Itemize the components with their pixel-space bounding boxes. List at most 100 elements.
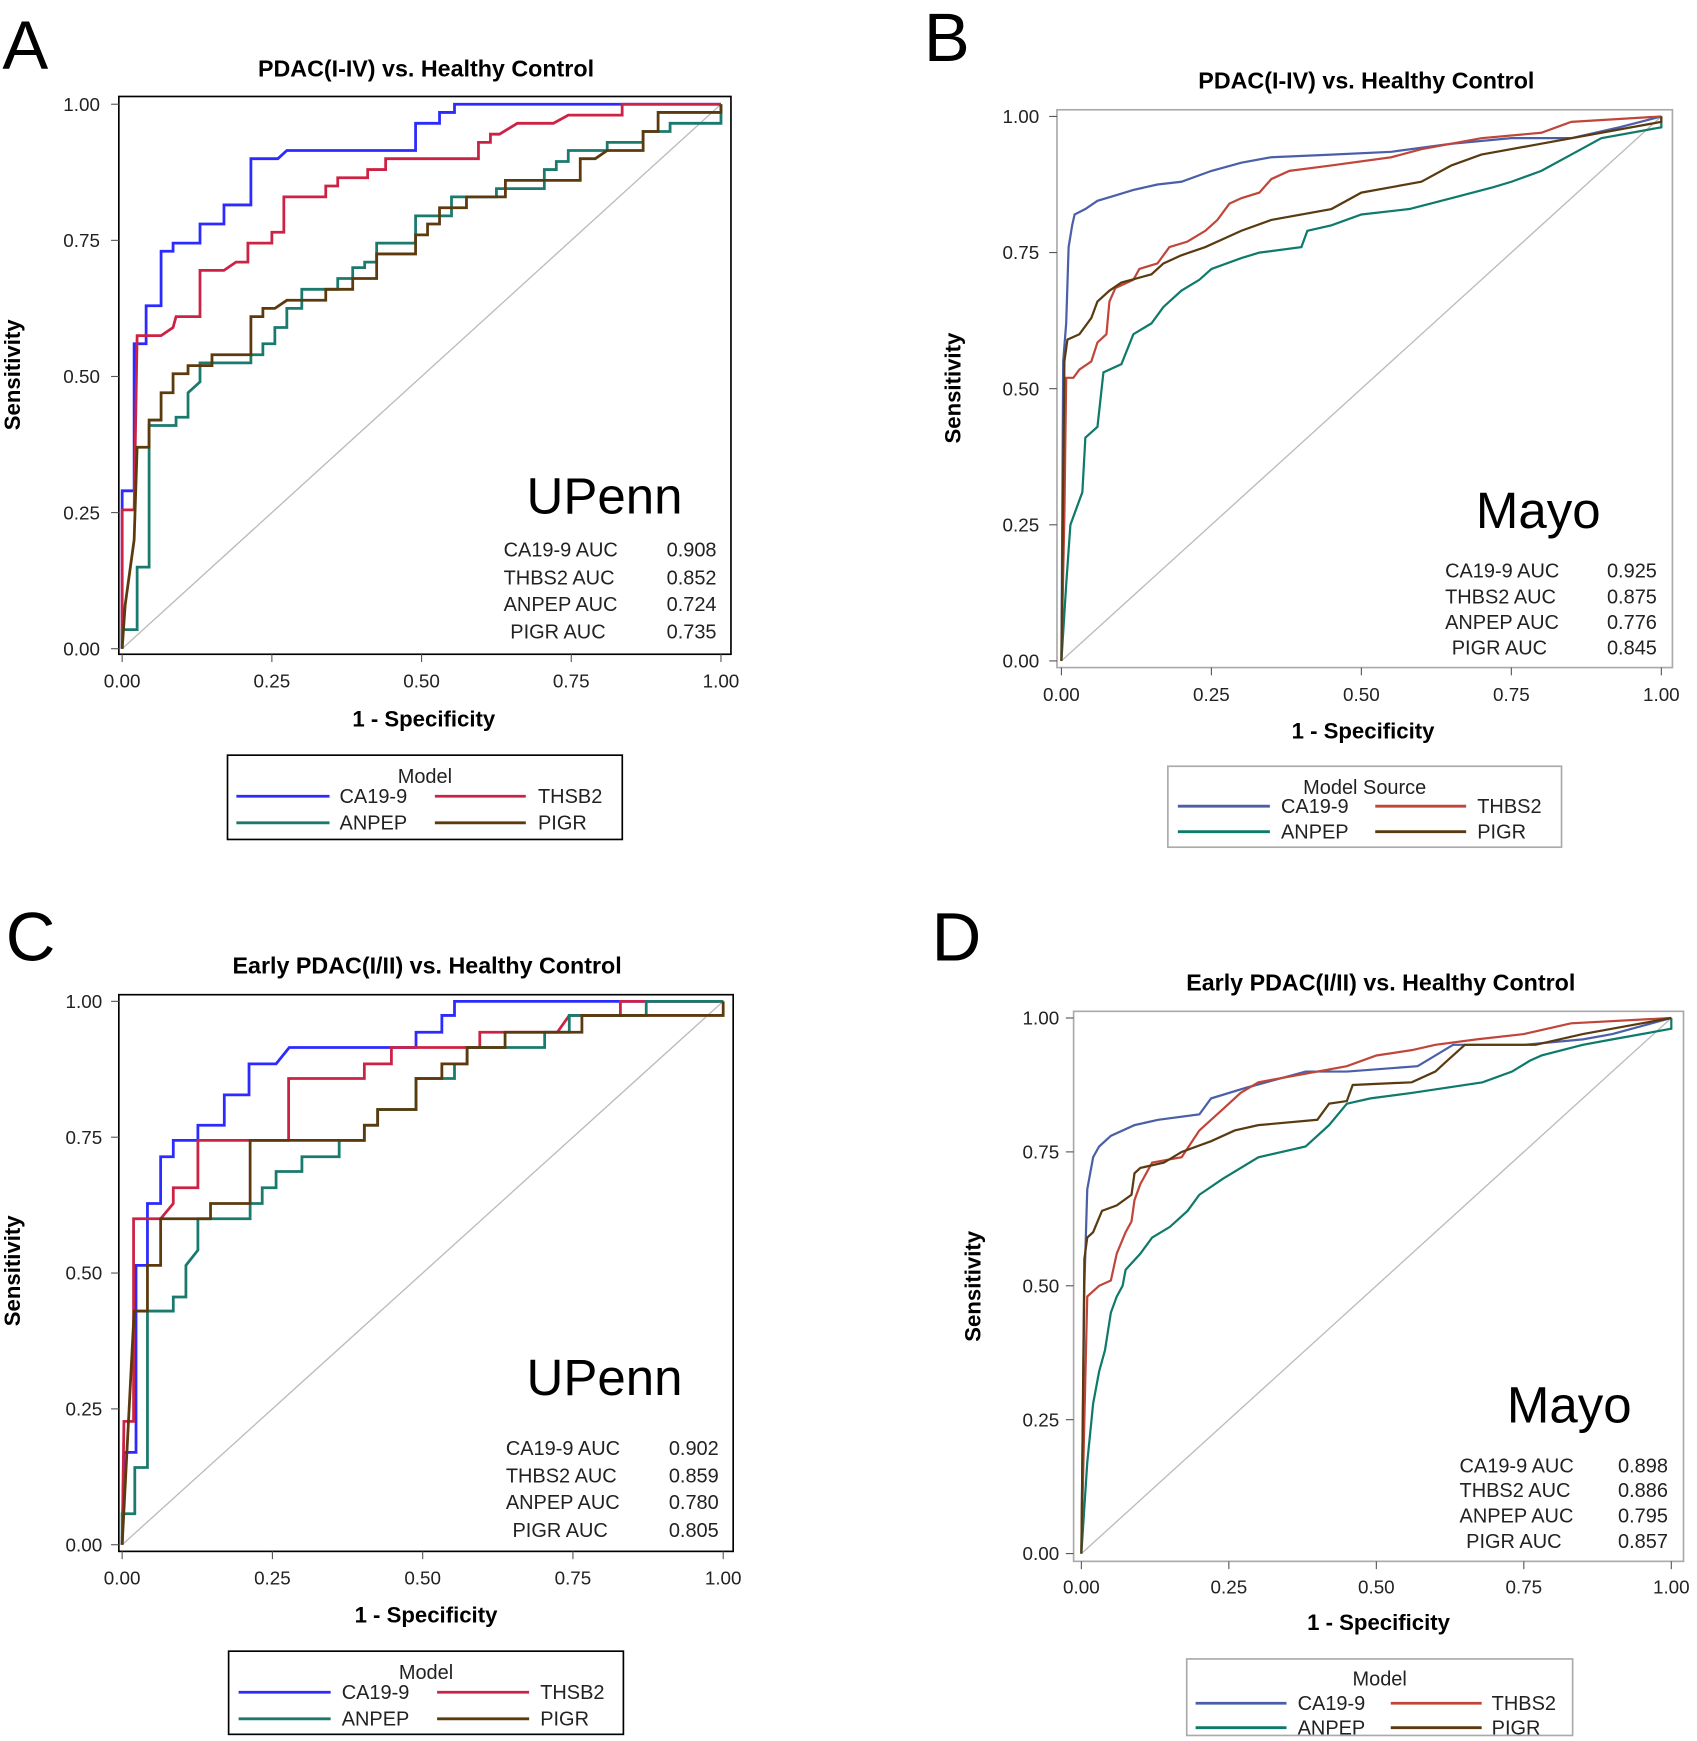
x-axis-label: 1 - Specificity: [1307, 1610, 1451, 1635]
auc-label: THBS2 AUC: [1460, 1480, 1571, 1502]
roc-curve-thbs2: [1060, 115, 1662, 661]
chart-title: Early PDAC(I/II) vs. Healthy Control: [233, 953, 622, 979]
x-tick-label: 1.00: [703, 671, 740, 692]
y-tick-label: 0.00: [1003, 651, 1040, 672]
chart-title: Early PDAC(I/II) vs. Healthy Control: [1186, 969, 1575, 995]
y-tick-label: 0.00: [63, 638, 100, 659]
cohort-label: UPenn: [527, 1349, 683, 1406]
plot-frame: [1056, 108, 1674, 669]
auc-value: 0.780: [669, 1492, 719, 1514]
y-axis-label: Sensitivity: [960, 1230, 985, 1342]
legend-entry: CA19-9: [340, 786, 408, 808]
auc-value: 0.902: [669, 1438, 719, 1460]
auc-label: PIGR AUC: [510, 622, 605, 644]
x-tick-label: 1.00: [1653, 1577, 1690, 1598]
cohort-label: UPenn: [527, 467, 683, 524]
auc-value: 0.925: [1607, 561, 1657, 583]
roc-curve-ca19-9: [1060, 115, 1662, 661]
y-axis-label: Sensitivity: [941, 332, 966, 444]
legend-title: Model: [399, 1662, 453, 1684]
auc-label: CA19-9 AUC: [504, 540, 618, 562]
panel-letter: C: [6, 898, 56, 975]
roc-curve-pigr: [120, 1001, 725, 1545]
auc-value: 0.776: [1607, 612, 1657, 634]
auc-label: ANPEP AUC: [506, 1492, 620, 1514]
panel-c: C Early PDAC(I/II) vs. Healthy Control 0.0…: [0, 898, 742, 1736]
roc-curve-ca19-9: [120, 102, 721, 649]
cohort-label: Mayo: [1507, 1377, 1632, 1434]
auc-label: ANPEP AUC: [1460, 1506, 1574, 1528]
legend-entry: CA19-9: [1281, 796, 1349, 818]
panel-letter: D: [932, 898, 982, 975]
auc-label: ANPEP AUC: [504, 594, 618, 616]
legend-title: Model: [398, 766, 452, 788]
auc-value: 0.845: [1607, 637, 1657, 659]
x-axis-label: 1 - Specificity: [1292, 719, 1436, 744]
y-tick-label: 0.50: [1023, 1275, 1060, 1296]
x-tick-label: 0.25: [254, 671, 291, 692]
auc-value: 0.875: [1607, 586, 1657, 608]
x-tick-label: 0.00: [1063, 1577, 1100, 1598]
auc-label: PIGR AUC: [1466, 1531, 1561, 1553]
y-tick-label: 0.50: [1003, 378, 1040, 399]
y-tick-label: 1.00: [63, 94, 100, 115]
panel-a: A PDAC(I-IV) vs. Healthy Control 0.00 0.25 0…: [0, 7, 740, 841]
legend-entry: THBS2: [1477, 796, 1541, 818]
legend-entry: THBS2: [1492, 1693, 1556, 1715]
auc-label: ANPEP AUC: [1445, 612, 1559, 634]
x-tick-label: 0.25: [254, 1568, 291, 1589]
x-tick-label: 0.75: [555, 1568, 592, 1589]
y-tick-label: 0.75: [1023, 1142, 1060, 1163]
legend-entry: ANPEP: [340, 812, 408, 834]
y-axis-label: Sensitivity: [0, 319, 25, 431]
x-tick-label: 0.50: [404, 1568, 441, 1589]
x-tick-label: 0.25: [1211, 1577, 1248, 1598]
auc-label: THBS2 AUC: [504, 567, 615, 589]
legend-entry: ANPEP: [342, 1708, 410, 1730]
y-tick-label: 0.25: [66, 1399, 103, 1420]
auc-value: 0.857: [1618, 1531, 1668, 1553]
x-tick-label: 1.00: [705, 1568, 742, 1589]
legend-entry: THSB2: [538, 786, 602, 808]
cohort-label: Mayo: [1476, 482, 1601, 539]
panel-d: D Early PDAC(I/II) vs. Healthy Control 0.0…: [932, 898, 1690, 1739]
legend-entry: CA19-9: [1298, 1693, 1366, 1715]
legend-entry: PIGR: [540, 1708, 589, 1730]
y-tick-label: 1.00: [1003, 106, 1040, 127]
reference-diagonal: [121, 1000, 724, 1546]
y-tick-label: 0.25: [1003, 514, 1040, 535]
x-tick-label: 1.00: [1643, 684, 1680, 705]
x-tick-label: 0.00: [104, 1568, 141, 1589]
y-tick-label: 0.50: [63, 366, 100, 387]
reference-diagonal: [121, 103, 722, 650]
x-tick-label: 0.50: [1358, 1577, 1395, 1598]
plot-frame: [118, 95, 732, 656]
x-tick-label: 0.75: [1505, 1577, 1542, 1598]
reference-diagonal: [1060, 115, 1662, 662]
auc-value: 0.852: [667, 567, 717, 589]
y-axis-label: Sensitivity: [0, 1215, 25, 1327]
auc-label: THBS2 AUC: [506, 1466, 617, 1488]
y-tick-label: 0.75: [63, 230, 100, 251]
auc-label: CA19-9 AUC: [506, 1438, 620, 1460]
plot-frame: [1072, 1010, 1685, 1563]
y-tick-label: 0.75: [1003, 242, 1040, 263]
legend-title: Model Source: [1303, 777, 1426, 799]
panel-letter: A: [2, 7, 48, 84]
chart-title: PDAC(I-IV) vs. Healthy Control: [258, 56, 594, 82]
roc-curve-anpep: [1080, 1017, 1673, 1554]
roc-curve-pigr: [120, 104, 723, 649]
chart-title: PDAC(I-IV) vs. Healthy Control: [1198, 68, 1534, 94]
y-tick-label: 0.25: [63, 502, 100, 523]
x-tick-label: 0.00: [104, 671, 141, 692]
auc-label: CA19-9 AUC: [1445, 561, 1559, 583]
roc-curve-thbs2: [1080, 1016, 1672, 1554]
legend-entry: THSB2: [540, 1682, 604, 1704]
auc-label: PIGR AUC: [1452, 637, 1547, 659]
y-tick-label: 0.25: [1023, 1409, 1060, 1430]
auc-label: CA19-9 AUC: [1460, 1456, 1574, 1478]
